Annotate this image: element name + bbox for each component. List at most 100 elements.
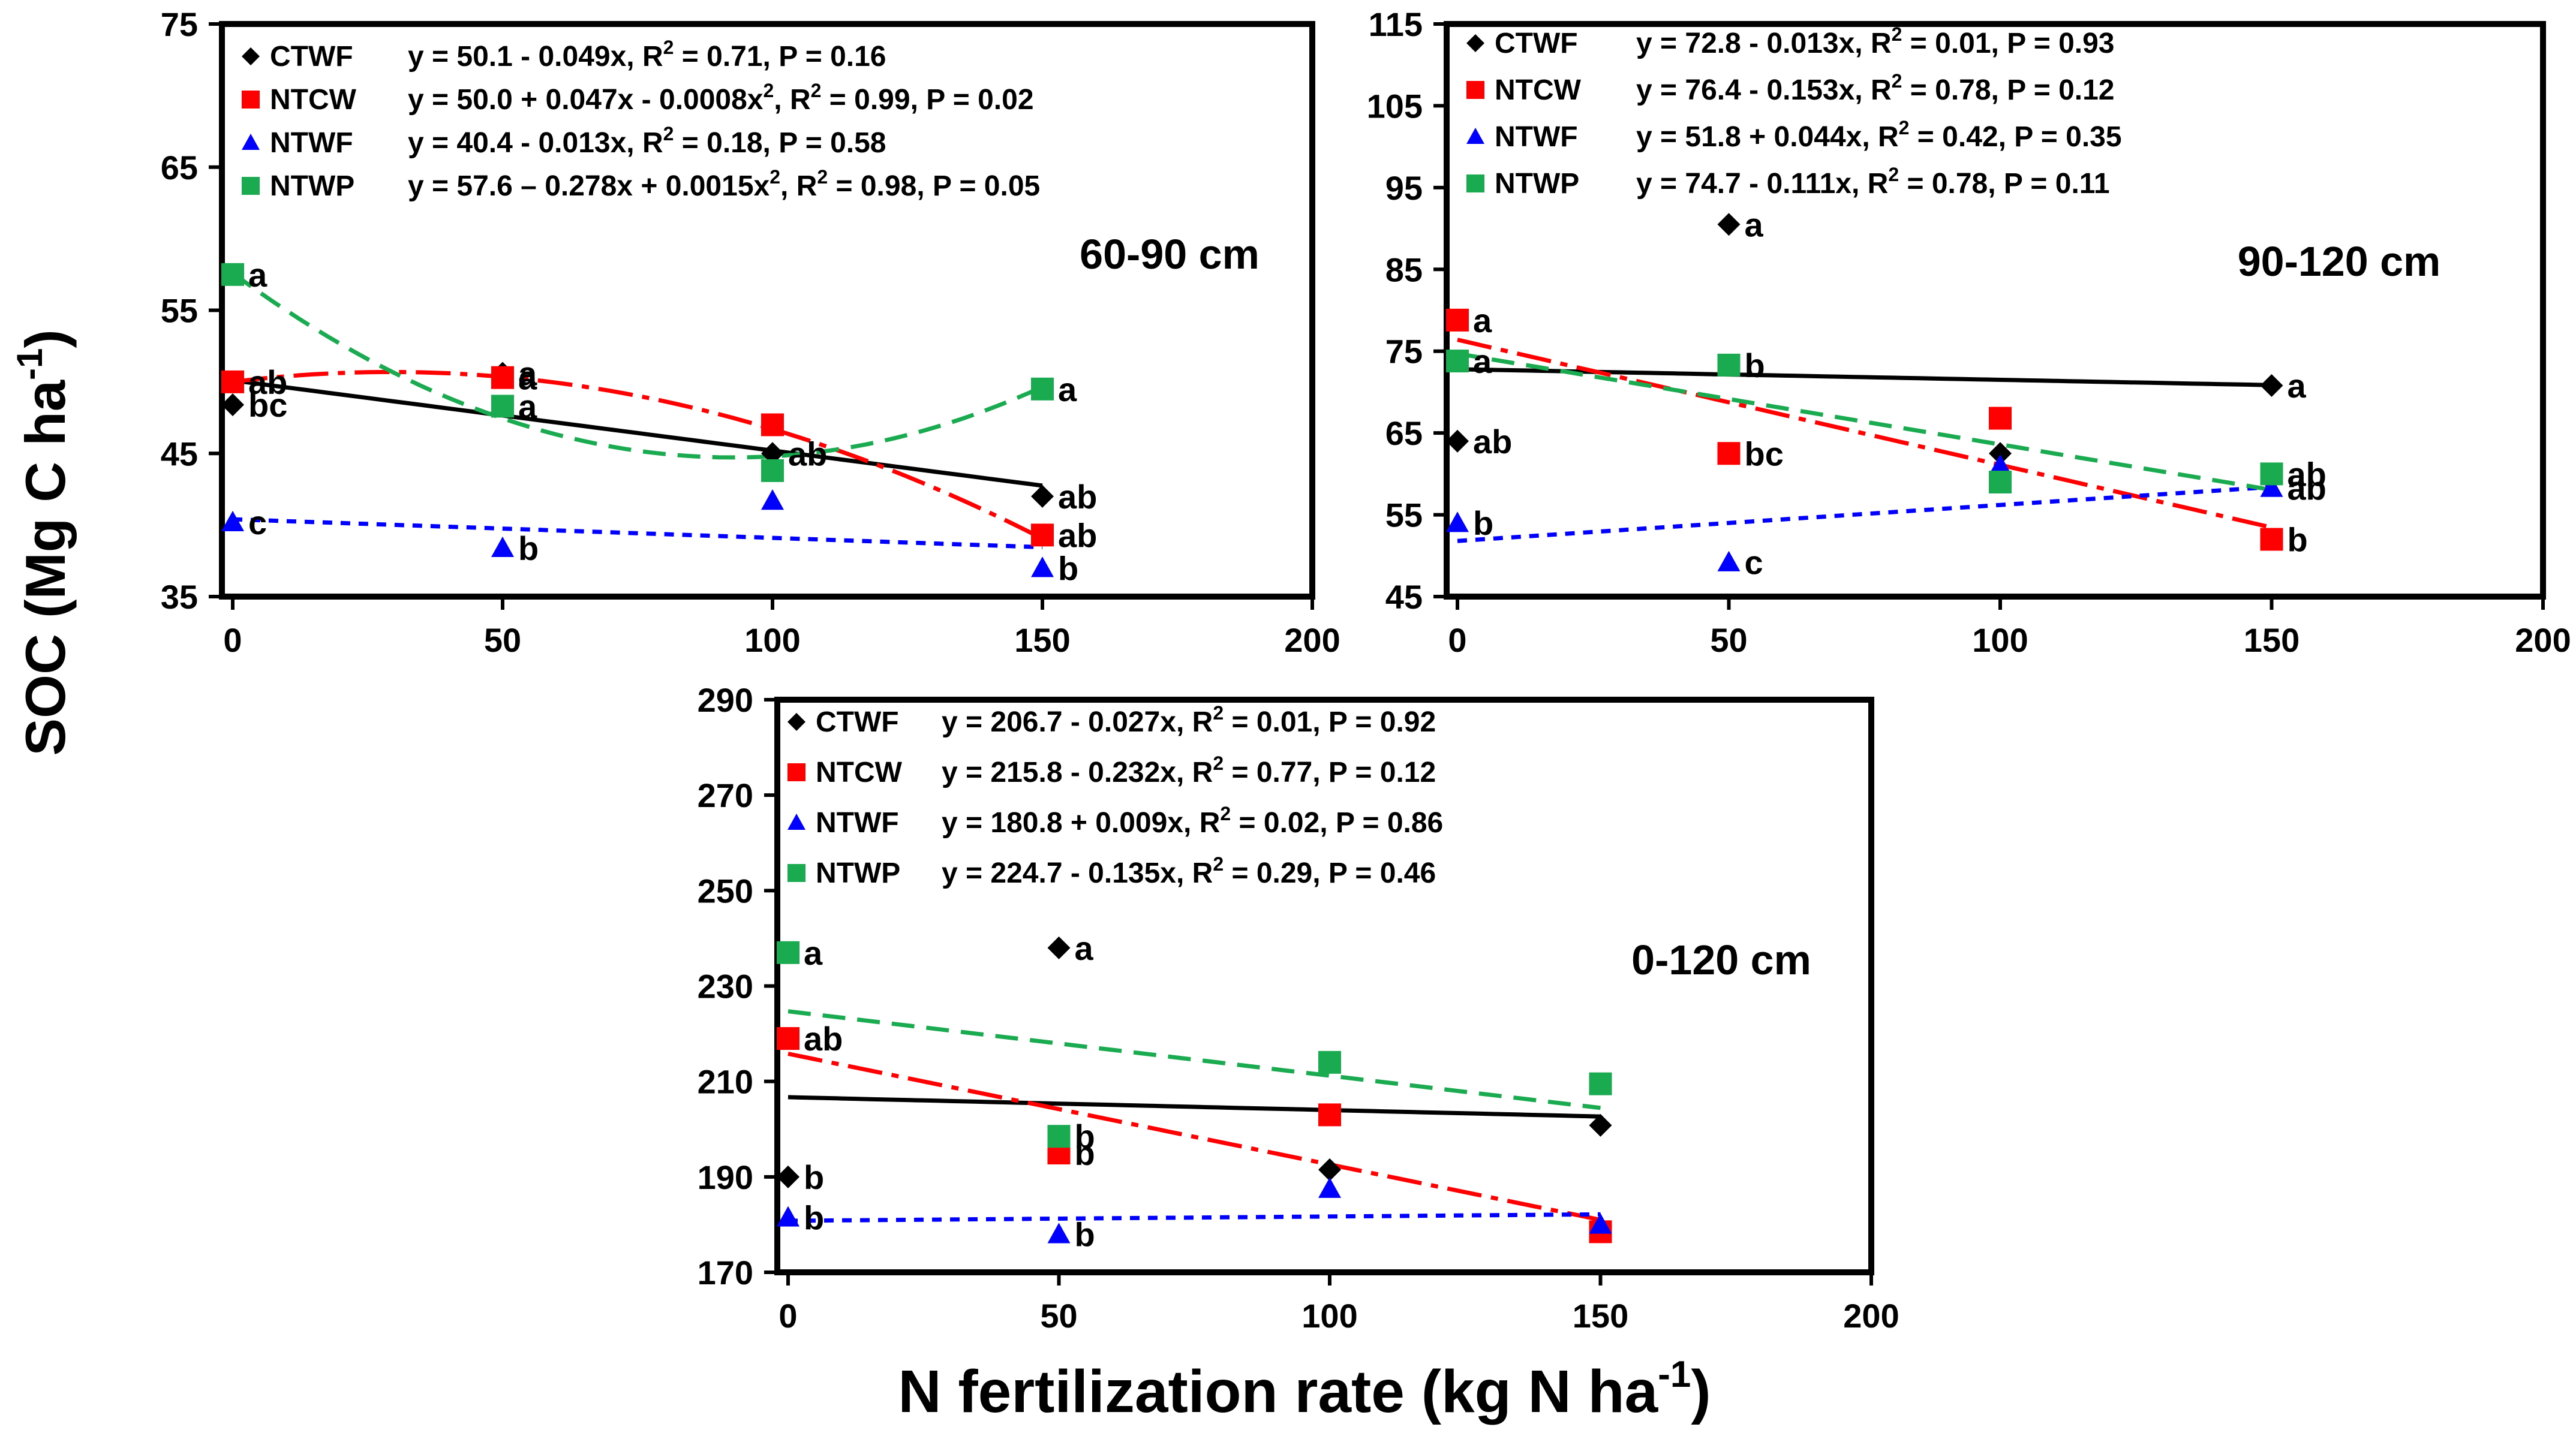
- fit-line-ntwp: [1457, 351, 2273, 492]
- legend-label: NTWF: [270, 127, 353, 159]
- point-ntwp: [777, 941, 799, 964]
- legend-label: CTWF: [816, 706, 899, 738]
- y-tick-label: 270: [698, 776, 753, 814]
- point-ntwf: [221, 510, 244, 532]
- point-ctwf: [1717, 213, 1741, 236]
- point-ntcw: [491, 366, 514, 389]
- fit-line-ntcw: [787, 1052, 1601, 1222]
- point-ntwp: [1047, 1125, 1071, 1148]
- legend-label: NTWP: [816, 857, 900, 889]
- point-ntcw: [1446, 308, 1469, 332]
- significance-letter: b: [1075, 1118, 1095, 1155]
- legend-equation: y = 50.1 - 0.049x, R2​ = 0.71, P = 0.16: [408, 37, 886, 73]
- significance-letter: a: [1473, 302, 1492, 339]
- y-tick-label: 75: [161, 5, 198, 43]
- legend-equation: y = 206.7 - 0.027x, R2​ = 0.01, P = 0.92: [942, 702, 1436, 738]
- fit-line-ntcw: [232, 369, 1044, 541]
- significance-letter: ab: [1473, 423, 1512, 460]
- y-tick-label: 170: [698, 1254, 753, 1291]
- point-ntcw: [1717, 442, 1741, 465]
- significance-letter: ab: [1058, 478, 1097, 516]
- y-tick-label: 230: [698, 968, 753, 1005]
- panel-title: 90-120 cm: [2238, 238, 2441, 285]
- panel-0-120-cm: 170 190 210 230 250 270 290 0 50 100 150 200 0-120 c…: [698, 681, 1899, 1335]
- x-tick-label: 100: [744, 621, 800, 659]
- y-tick-label: 190: [698, 1158, 753, 1196]
- fit-line-ntwp: [787, 1009, 1601, 1110]
- legend-marker-ntcw: [242, 91, 260, 109]
- point-ntcw: [1031, 523, 1054, 547]
- significance-letter: a: [804, 934, 823, 972]
- point-ctwf: [1318, 1158, 1341, 1181]
- significance-letter: b: [804, 1158, 824, 1196]
- y-tick-label: 55: [161, 292, 198, 330]
- legend-equation: y = 40.4 - 0.013x, R2​ = 0.18, P = 0.58: [408, 123, 886, 159]
- legend-marker-ntcw: [787, 763, 805, 781]
- point-ntwf: [1047, 1223, 1071, 1244]
- point-ntwf: [1318, 1177, 1341, 1198]
- point-ntwf: [777, 1206, 799, 1227]
- point-ctwf: [2260, 374, 2283, 398]
- y-tick-label: 45: [161, 435, 198, 472]
- legend-label: NTWF: [816, 807, 899, 839]
- point-ntwp: [2260, 462, 2283, 486]
- x-tick-label: 50: [1040, 1297, 1077, 1335]
- legend-label: CTWF: [1495, 28, 1578, 59]
- significance-letter: a: [248, 256, 267, 294]
- significance-letter: a: [1058, 371, 1077, 408]
- fit-line-ntwf: [787, 1212, 1601, 1223]
- fit-line-ntwp: [231, 271, 1044, 460]
- y-tick-label: 250: [698, 872, 753, 910]
- significance-letter: a: [1473, 342, 1492, 380]
- point-ntwp: [1446, 350, 1469, 373]
- point-ctwf: [1589, 1113, 1612, 1137]
- x-tick-label: 150: [1014, 621, 1070, 659]
- fit-line-ctwf: [232, 378, 1043, 488]
- point-ctwf: [1989, 442, 2012, 465]
- y-tick-label: 55: [1385, 496, 1423, 534]
- y-tick-label: 95: [1385, 169, 1423, 207]
- point-ctwf: [1446, 429, 1469, 453]
- significance-letter: ab: [1058, 516, 1097, 554]
- point-ctwf: [221, 393, 244, 417]
- significance-letter: ab: [2288, 455, 2326, 493]
- legend-equation: y = 215.8 - 0.232x, R2​ = 0.77, P = 0.12: [942, 752, 1436, 788]
- significance-letter: ab: [248, 363, 287, 401]
- significance-letter: bc: [248, 386, 287, 424]
- point-ntcw: [221, 370, 244, 393]
- plot-frame: [219, 21, 1315, 600]
- significance-letter: c: [248, 504, 267, 541]
- point-ntwp: [221, 263, 244, 286]
- point-ntwp: [761, 459, 784, 482]
- y-tick-label: 75: [1385, 333, 1423, 371]
- y-tick-label: 65: [161, 149, 198, 186]
- x-axis-label: N fertilization rate (kg N ha-1): [898, 1354, 1711, 1425]
- significance-letter: a: [518, 359, 537, 397]
- legend-marker-ctwf: [1466, 34, 1484, 52]
- significance-letter: ab: [804, 1020, 843, 1058]
- legend-label: NTCW: [270, 84, 357, 116]
- point-ntwf: [1989, 454, 2012, 475]
- legend-label: CTWF: [270, 41, 353, 73]
- legend-label: NTWP: [270, 170, 354, 202]
- legend-equation: y = 224.7 - 0.135x, R2​ = 0.29, P = 0.46: [942, 853, 1436, 889]
- point-ntwf: [1717, 550, 1741, 571]
- x-tick-label: 0: [223, 621, 242, 659]
- significance-letter: b: [1075, 1215, 1095, 1253]
- significance-letter: b: [518, 529, 539, 567]
- point-ntwf: [761, 489, 784, 510]
- point-ntwp: [491, 395, 514, 418]
- legend-marker-ntwf: [1466, 128, 1484, 144]
- legend-marker-ntwp: [1466, 174, 1484, 192]
- legend-equation: y = 51.8 + 0.044x, R2​ = 0.42, P = 0.35: [1636, 117, 2122, 153]
- fit-line-ctwf: [787, 1095, 1601, 1119]
- significance-letter: a: [518, 387, 537, 425]
- legend-equation: y = 180.8 + 0.009x, R2​ = 0.02, P = 0.86: [942, 803, 1443, 839]
- legend-equation: y = 74.7 - 0.111x, R2​ = 0.78, P = 0.11: [1636, 164, 2110, 200]
- significance-letter: b: [1473, 504, 1493, 542]
- point-ntcw: [1989, 407, 2012, 430]
- legend-marker-ntwf: [787, 814, 805, 830]
- significance-letter: ab: [2288, 469, 2326, 507]
